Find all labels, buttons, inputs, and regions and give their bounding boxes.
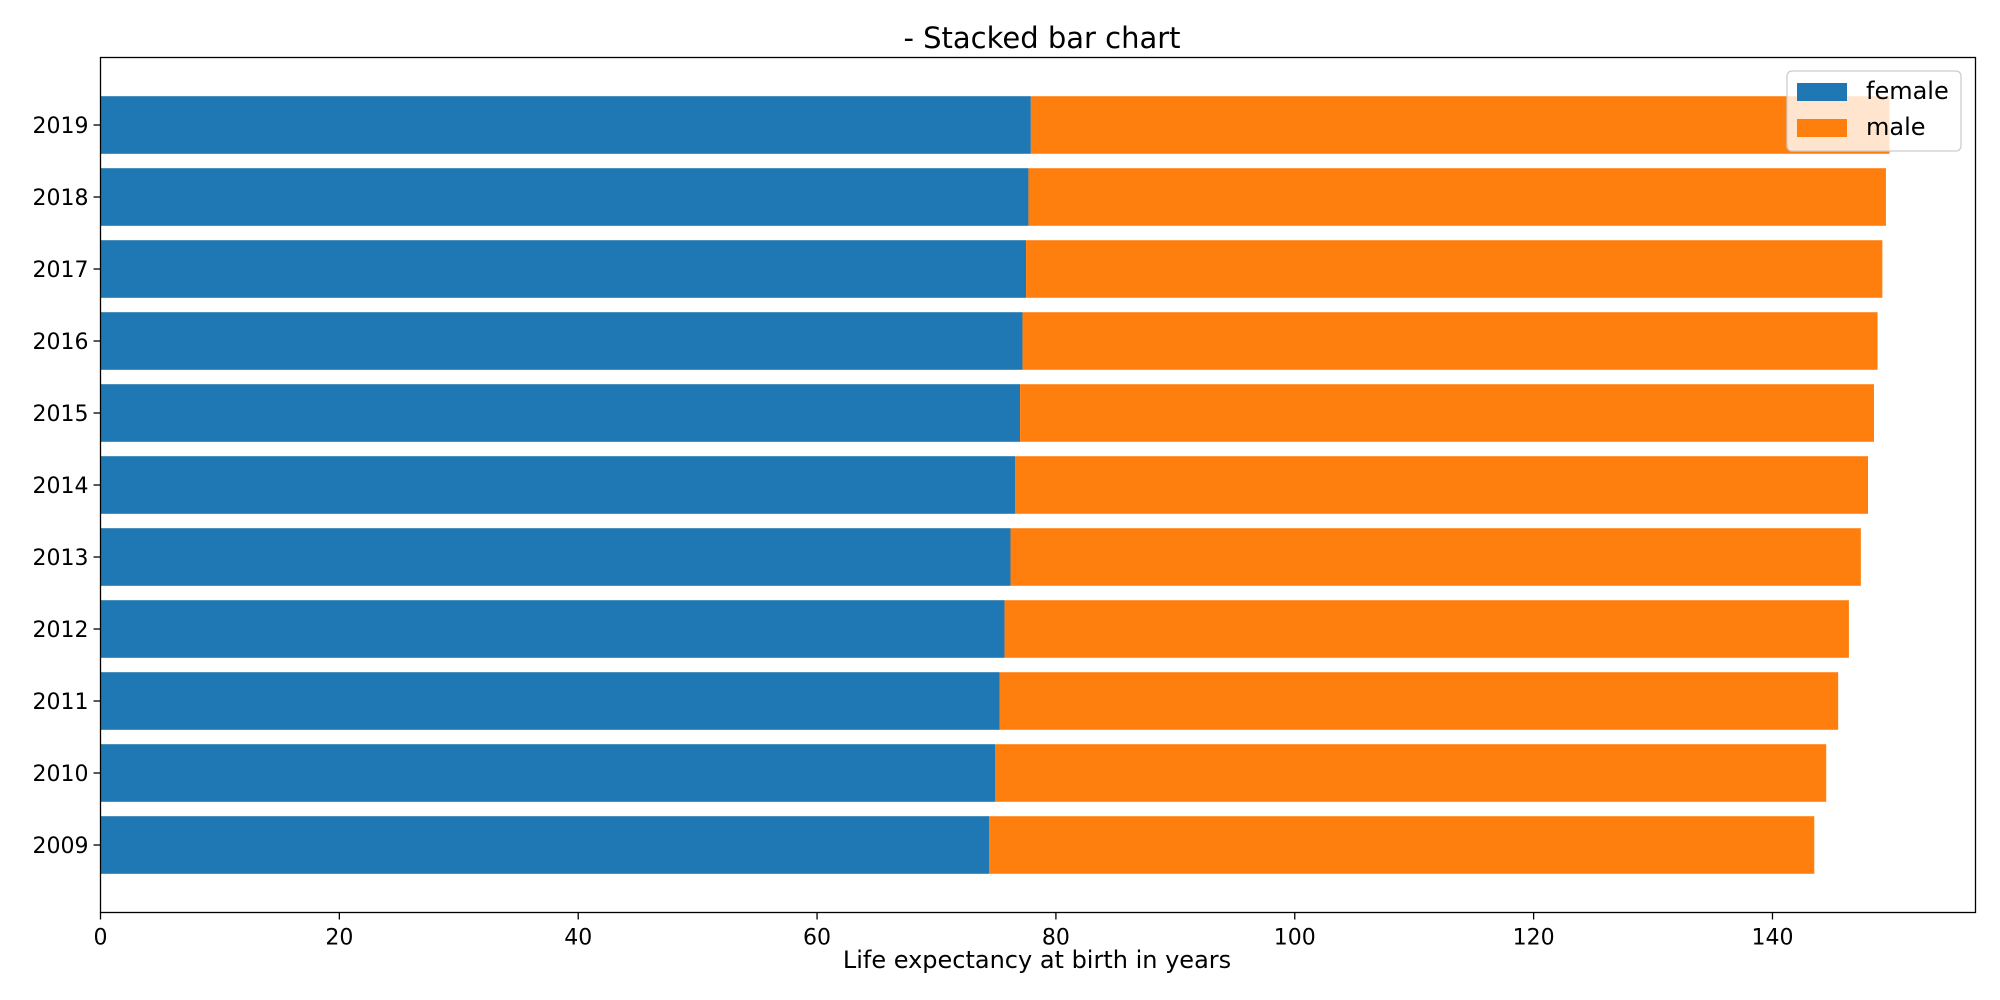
x-tick-label-40: 40 [564, 926, 592, 951]
bar-female-2014 [100, 456, 1016, 514]
bar-male-2014 [1015, 456, 1869, 514]
bar-male-2016 [1022, 312, 1878, 370]
y-tick-label-2017: 2017 [33, 258, 89, 283]
bar-male-2011 [999, 672, 1839, 730]
bar-female-2012 [100, 600, 1005, 658]
bars-layer [100, 96, 1890, 874]
bar-female-2018 [100, 168, 1029, 226]
y-tick-label-2011: 2011 [33, 690, 89, 715]
y-tick-label-2012: 2012 [33, 618, 89, 643]
y-tick-label-2013: 2013 [33, 546, 89, 571]
x-tick-label-60: 60 [803, 926, 831, 951]
legend-label-male: male [1866, 113, 1926, 141]
y-tick-label-2010: 2010 [33, 762, 89, 787]
x-axis-title: Life expectancy at birth in years [843, 946, 1231, 974]
bar-female-2013 [100, 528, 1011, 586]
bar-male-2013 [1010, 528, 1861, 586]
x-tick-label-80: 80 [1042, 926, 1070, 951]
bar-male-2015 [1020, 384, 1874, 442]
y-tick-label-2019: 2019 [33, 114, 89, 139]
x-tick-label-20: 20 [325, 926, 353, 951]
bar-female-2011 [100, 672, 1000, 730]
bar-female-2016 [100, 312, 1023, 370]
x-tick-label-100: 100 [1274, 926, 1316, 951]
y-tick-label-2018: 2018 [33, 186, 89, 211]
y-axis: 2009 2010 2011 2012 2013 2014 2015 2016 2017 2018… [33, 114, 101, 859]
x-axis: 0 20 40 60 80 100 120 140 [94, 912, 1793, 951]
y-tick-label-2009: 2009 [33, 834, 89, 859]
legend-swatch-male [1797, 119, 1847, 137]
bar-female-2017 [100, 240, 1027, 298]
bar-male-2017 [1026, 240, 1883, 298]
bar-female-2019 [100, 96, 1031, 154]
bar-male-2009 [989, 816, 1815, 874]
y-tick-label-2016: 2016 [33, 330, 89, 355]
chart-title: - Stacked bar chart [903, 21, 1180, 55]
legend-swatch-female [1797, 83, 1847, 101]
x-tick-label-140: 140 [1751, 926, 1793, 951]
bar-male-2012 [1004, 600, 1849, 658]
bar-female-2009 [100, 816, 990, 874]
legend: female male [1786, 70, 1962, 152]
y-tick-label-2015: 2015 [33, 402, 89, 427]
bar-male-2019 [1030, 96, 1890, 154]
bar-female-2010 [100, 744, 996, 802]
bar-male-2010 [995, 744, 1827, 802]
bar-female-2015 [100, 384, 1021, 442]
x-tick-label-0: 0 [94, 926, 108, 951]
legend-label-female: female [1866, 77, 1949, 105]
y-tick-label-2014: 2014 [33, 474, 89, 499]
bar-male-2018 [1028, 168, 1886, 226]
x-tick-label-120: 120 [1513, 926, 1555, 951]
